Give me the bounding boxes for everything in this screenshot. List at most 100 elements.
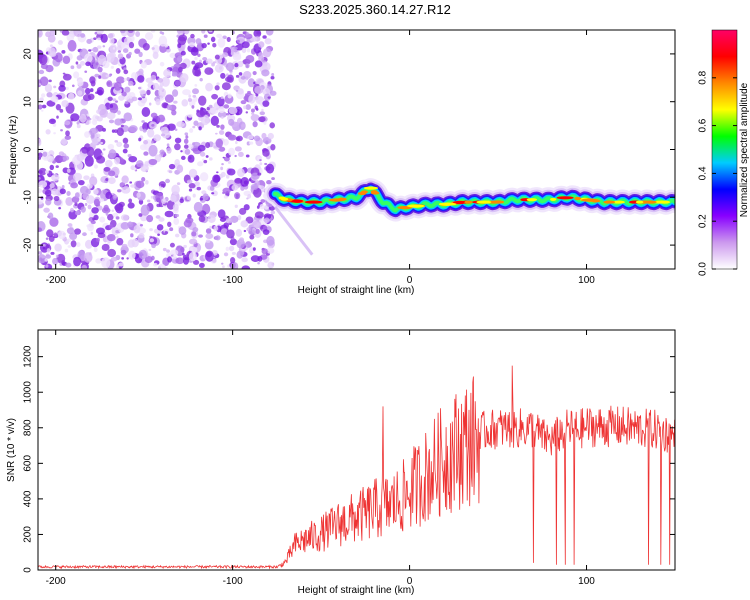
snr-y-tick-label: 400 xyxy=(23,490,34,507)
noise-blob xyxy=(260,199,266,203)
noise-blob xyxy=(213,225,219,232)
noise-blob xyxy=(70,118,74,122)
noise-blob xyxy=(65,196,73,206)
noise-blob xyxy=(93,247,98,253)
noise-blob xyxy=(109,103,114,108)
noise-blob xyxy=(161,102,169,109)
noise-blob xyxy=(241,41,250,49)
noise-blob xyxy=(67,245,72,248)
noise-blob xyxy=(138,137,142,142)
noise-blob xyxy=(127,239,135,248)
noise-blob xyxy=(130,184,136,188)
noise-blob xyxy=(162,247,167,252)
noise-blob xyxy=(124,86,131,93)
noise-blob xyxy=(104,159,113,168)
noise-blob xyxy=(172,89,179,97)
snr-y-tick-label: 1000 xyxy=(23,381,34,404)
snr-x-label: Height of straight line (km) xyxy=(298,585,415,596)
noise-blob xyxy=(148,144,158,157)
noise-blob xyxy=(245,63,250,69)
noise-blob xyxy=(263,121,267,125)
noise-blob xyxy=(225,246,230,251)
noise-blob xyxy=(110,65,114,69)
noise-blob xyxy=(44,189,52,197)
signal-hotspot xyxy=(370,190,378,194)
noise-blob xyxy=(76,124,81,129)
noise-blob xyxy=(76,153,85,162)
noise-blob xyxy=(70,240,77,248)
noise-blob xyxy=(175,257,185,265)
noise-blob xyxy=(262,100,270,107)
noise-blob xyxy=(48,118,56,125)
noise-blob xyxy=(150,112,158,118)
noise-blob xyxy=(156,224,164,231)
noise-blob xyxy=(150,74,157,81)
noise-blob xyxy=(76,64,82,69)
noise-blob xyxy=(77,180,85,186)
noise-blob xyxy=(74,228,82,235)
noise-blob xyxy=(240,100,247,105)
noise-blob xyxy=(189,128,194,133)
noise-blob xyxy=(167,256,173,263)
noise-blob xyxy=(89,88,94,93)
noise-blob xyxy=(112,98,117,102)
noise-blob xyxy=(152,51,159,60)
noise-blob xyxy=(189,238,198,245)
signal-track xyxy=(264,178,675,256)
noise-blob xyxy=(153,134,162,142)
noise-blob xyxy=(228,118,235,126)
noise-blob xyxy=(176,121,185,128)
noise-blob xyxy=(267,96,271,99)
spectrogram-y-tick-label: 0 xyxy=(23,146,34,152)
noise-blob xyxy=(263,93,271,101)
noise-blob xyxy=(40,93,46,98)
noise-blob xyxy=(134,48,141,54)
noise-blob xyxy=(192,259,200,265)
noise-blob xyxy=(198,262,205,268)
noise-blob xyxy=(82,232,87,237)
noise-blob xyxy=(178,66,183,73)
noise-blob xyxy=(174,233,180,238)
noise-blob xyxy=(235,74,240,78)
noise-blob xyxy=(66,227,75,235)
noise-blob xyxy=(74,192,80,199)
noise-blob xyxy=(73,71,80,79)
noise-blob xyxy=(101,243,110,251)
spectrogram-y-tick-label: 20 xyxy=(23,48,34,60)
noise-blob xyxy=(196,186,202,191)
noise-blob xyxy=(53,232,58,237)
noise-blob xyxy=(198,126,202,131)
noise-blob xyxy=(215,132,218,135)
noise-blob xyxy=(164,210,174,218)
noise-blob xyxy=(100,141,104,145)
noise-blob xyxy=(257,155,263,160)
noise-blob xyxy=(197,53,201,58)
noise-blob xyxy=(62,232,66,236)
noise-blob xyxy=(247,78,255,88)
noise-blob xyxy=(215,107,219,111)
noise-blob xyxy=(141,120,145,123)
noise-blob xyxy=(173,100,178,104)
noise-blob xyxy=(139,89,146,95)
noise-blob xyxy=(172,203,179,212)
noise-blob xyxy=(243,229,247,233)
noise-blob xyxy=(259,158,262,162)
noise-blob xyxy=(67,40,77,52)
noise-blob xyxy=(257,261,260,265)
noise-blob xyxy=(48,79,52,83)
noise-blob xyxy=(248,229,256,235)
noise-blob xyxy=(38,138,42,145)
snr-y-tick-label: 800 xyxy=(23,419,34,436)
colorbar-tick-label: 0.4 xyxy=(698,166,709,180)
noise-blob xyxy=(205,239,211,243)
signal-hotspot xyxy=(337,197,347,201)
noise-blob xyxy=(128,125,138,133)
noise-blob xyxy=(197,144,206,152)
noise-blob xyxy=(235,136,241,141)
noise-blob xyxy=(142,128,147,133)
noise-blob xyxy=(120,249,127,256)
noise-blob xyxy=(141,177,146,182)
noise-blob xyxy=(258,116,266,123)
noise-blob xyxy=(252,220,262,229)
noise-blob xyxy=(46,248,51,253)
